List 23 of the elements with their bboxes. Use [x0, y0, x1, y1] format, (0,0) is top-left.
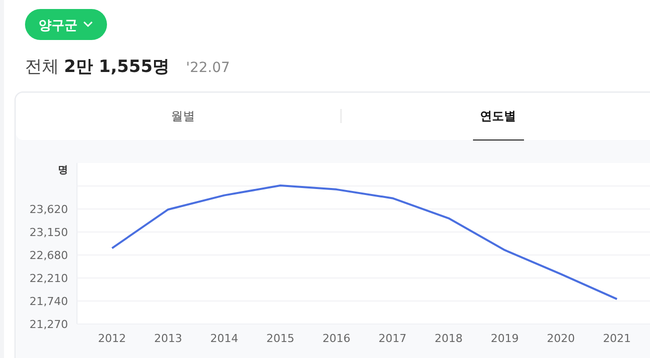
x-tick-label: 2016 — [322, 332, 350, 345]
chart-subtitle: '22.07 — [186, 60, 230, 76]
x-tick-label: 2019 — [490, 332, 519, 345]
x-tick-label: 2015 — [266, 332, 294, 345]
x-tick-label: 2017 — [378, 332, 407, 345]
text: 월별 — [171, 109, 195, 123]
x-tick-label: 2018 — [434, 332, 463, 345]
y-tick-label: 22,210 — [30, 272, 68, 285]
x-tick-label: 2021 — [602, 332, 631, 345]
text: 연도별 — [480, 109, 516, 123]
text: 양구군 — [38, 18, 78, 34]
y-tick-label: 21,740 — [30, 295, 68, 308]
x-tick-label: 2014 — [210, 332, 238, 345]
x-tick-label: 2012 — [98, 332, 126, 345]
y-tick-label: 22,680 — [30, 249, 68, 262]
x-tick-label: 2020 — [546, 332, 575, 345]
y-tick-label: 23,620 — [30, 203, 68, 216]
x-tick-label: 2013 — [154, 332, 182, 345]
chart-title: 전체 2만 1,555명 — [25, 57, 170, 77]
line-series — [111, 184, 618, 300]
y-tick-label: 23,150 — [30, 226, 68, 239]
y-axis-title: 명 — [58, 165, 68, 176]
y-tick-label: 21,270 — [30, 318, 68, 331]
